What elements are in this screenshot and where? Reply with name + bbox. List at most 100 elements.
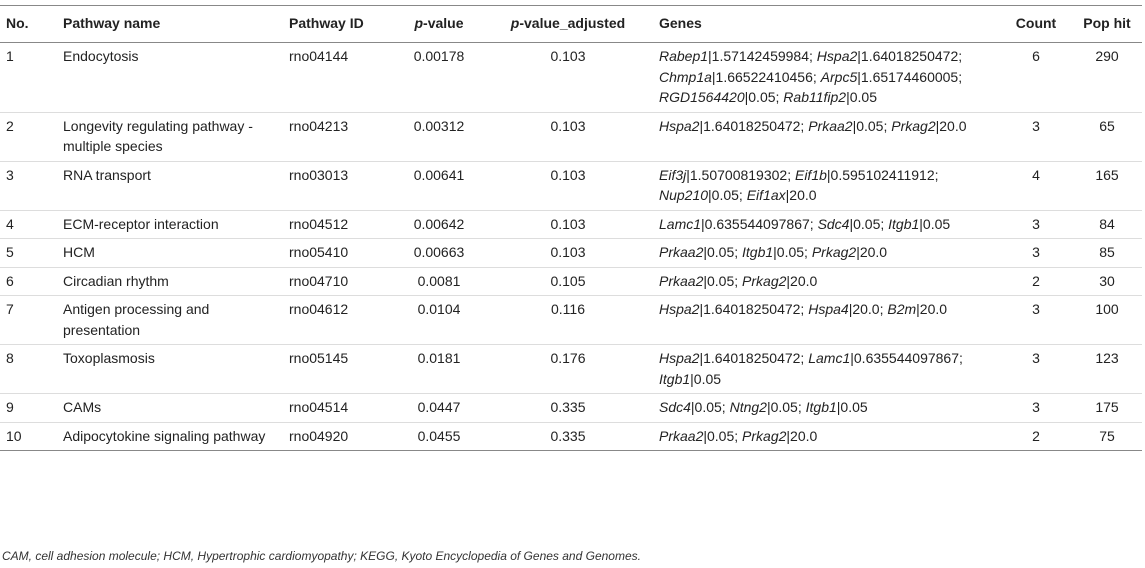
gene-entry: Prkag2|20.0 [812,244,887,260]
gene-entry: Ntng2|0.05; [730,399,802,415]
gene-score: |0.05 [690,370,722,387]
pop-hit: 175 [1072,393,1142,423]
pathway-id: rno04612 [283,295,395,345]
gene-entry: Rab11fip2|0.05 [783,89,877,105]
pop-hit: 85 [1072,238,1142,268]
gene-symbol: Itgb1 [805,399,837,415]
gene-symbol: Prkag2 [742,272,787,289]
gene-symbol: Eif3j [659,166,687,183]
p-value: 0.00641 [395,161,483,211]
pop-hit: 165 [1072,161,1142,211]
gene-symbol: Hspa2 [816,48,858,64]
gene-symbol: Lamc1 [659,215,702,232]
gene-entry: Chmp1a|1.66522410456; [659,69,817,85]
genes: Hspa2|1.64018250472; Lamc1|0.63554409786… [653,344,1000,394]
pathway-name: Endocytosis [57,42,283,113]
gene-score: |0.05 [919,215,951,232]
gene-score: |0.595102411912; [826,166,939,183]
gene-entry: B2m|20.0 [887,301,947,317]
gene-score: |0.05; [703,244,739,260]
gene-symbol: Eif1b [794,166,827,183]
gene-entry: Hspa2|1.64018250472; [659,301,804,317]
count: 3 [1000,112,1072,162]
row-number: 6 [0,267,57,296]
pathway-name: Longevity regulating pathway - multiple … [57,112,283,162]
table-row: 1 Endocytosis rno04144 0.00178 0.103 Rabep1|1… [0,42,1142,113]
genes: Hspa2|1.64018250472; Prkaa2|0.05; Prkag2… [653,112,1000,162]
p-value: 0.00642 [395,210,483,239]
header-text: -value_adjusted [519,15,626,31]
gene-score: |0.05 [846,89,877,105]
gene-entry: Itgb1|0.05 [659,371,721,387]
row-number: 5 [0,238,57,268]
pop-hit: 65 [1072,112,1142,162]
header-italic: p [414,15,424,31]
gene-entry: Sdc4|0.05; [659,399,726,415]
gene-entry: Hspa2|1.64018250472; [659,350,804,366]
pathway-id: rno03013 [283,161,395,211]
gene-entry: Lamc1|0.635544097867; [659,216,814,232]
gene-entry: Sdc4|0.05; [818,216,885,232]
row-number: 2 [0,112,57,162]
pop-hit: 75 [1072,422,1142,451]
column-header: Pathway name [57,5,283,43]
gene-symbol: Rab11fip2 [783,89,847,105]
gene-symbol: Hspa4 [808,301,849,317]
gene-score: |20.0 [786,272,818,289]
gene-symbol: Prkaa2 [659,272,704,289]
gene-score: |0.05; [852,117,888,134]
genes: Eif3j|1.50700819302; Eif1b|0.59510241191… [653,161,1000,211]
table-row: 10 Adipocytokine signaling pathway rno0492… [0,422,1142,451]
gene-symbol: Hspa2 [659,301,700,317]
pop-hit: 84 [1072,210,1142,239]
row-number: 10 [0,422,57,451]
gene-score: |1.50700819302; [686,166,792,183]
gene-entry: Lamc1|0.635544097867; [808,350,963,366]
genes: Rabep1|1.57142459984; Hspa2|1.6401825047… [653,42,1000,113]
pop-hit: 123 [1072,344,1142,394]
pathway-id: rno05410 [283,238,395,268]
pathway-name: Antigen processing and presentation [57,295,283,345]
p-value: 0.0104 [395,295,483,345]
p-value-adjusted: 0.103 [483,161,653,211]
gene-score: |1.57142459984; [708,48,813,64]
pathway-name: ECM-receptor interaction [57,210,283,239]
gene-symbol: Lamc1 [808,350,851,366]
gene-score: |0.05; [708,187,743,203]
p-value-adjusted: 0.103 [483,42,653,113]
gene-symbol: RGD1564420 [659,89,745,105]
gene-score: |20.0 [786,427,818,444]
p-value-adjusted: 0.103 [483,238,653,268]
count: 3 [1000,344,1072,394]
footnote: CAM, cell adhesion molecule; HCM, Hypert… [2,549,641,563]
gene-symbol: Nup210 [659,187,709,203]
table-row: 4 ECM-receptor interaction rno04512 0.00642… [0,210,1142,239]
row-number: 3 [0,161,57,211]
header-text: -value [423,15,464,31]
gene-score: |0.635544097867; [850,350,963,366]
gene-entry: RGD1564420|0.05; [659,89,779,105]
gene-symbol: Arpc5 [820,68,858,85]
gene-score: |1.66522410456; [711,68,817,85]
gene-score: |0.05; [744,89,780,105]
gene-score: |1.65174460005; [857,68,963,85]
gene-entry: Prkaa2|0.05; [659,273,738,289]
gene-entry: Itgb1|0.05 [806,399,868,415]
pop-hit: 30 [1072,267,1142,296]
gene-symbol: Ntng2 [729,399,767,415]
p-value: 0.00312 [395,112,483,162]
pathway-id: rno04514 [283,393,395,423]
count: 3 [1000,393,1072,423]
gene-symbol: Chmp1a [659,68,712,85]
gene-score: |20.0 [785,187,817,203]
pathway-name: Circadian rhythm [57,267,283,296]
pathway-id: rno05145 [283,344,395,394]
row-number: 4 [0,210,57,239]
pop-hit: 100 [1072,295,1142,345]
p-value-adjusted: 0.335 [483,393,653,423]
row-number: 7 [0,295,57,345]
table-row: 2 Longevity regulating pathway - multiple… [0,112,1142,162]
column-header: p-value [395,5,483,43]
table-row: 7 Antigen processing and presentation rno0… [0,295,1142,345]
gene-entry: Arpc5|1.65174460005; [821,69,962,85]
